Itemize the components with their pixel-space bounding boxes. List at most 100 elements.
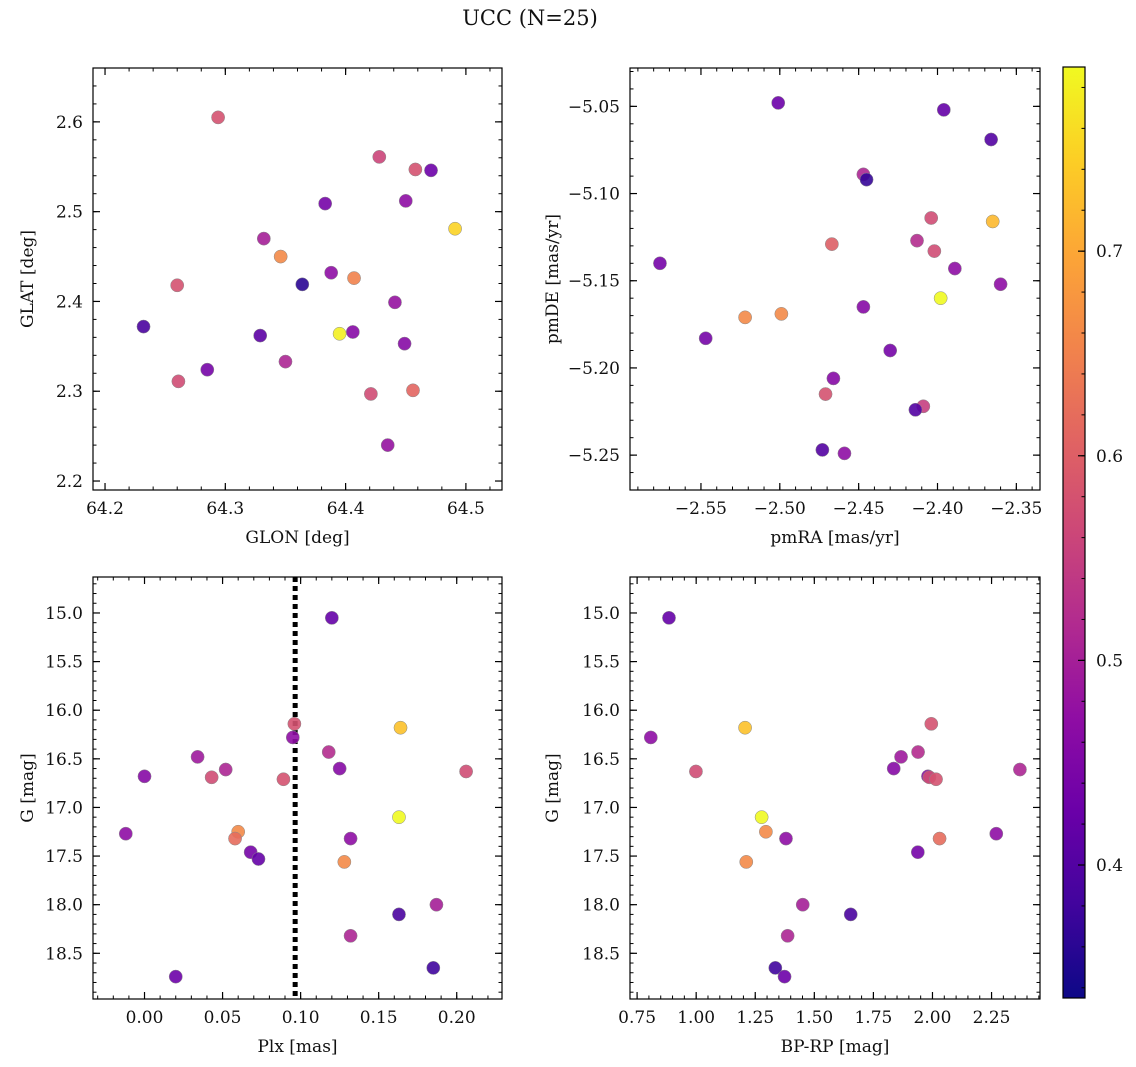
scatter-point — [171, 374, 186, 389]
scatter-point — [910, 845, 925, 860]
y-tick-label: −5.25 — [568, 446, 620, 466]
scatter-point — [779, 831, 793, 846]
y-tick-label: 2.6 — [56, 113, 83, 133]
x-axis-label: Plx [mas] — [257, 1037, 337, 1057]
scatter-points — [653, 96, 1008, 461]
y-tick-label: 2.2 — [56, 472, 83, 492]
scatter-point — [278, 354, 293, 369]
scatter-point — [826, 371, 841, 386]
scatter-point — [276, 772, 291, 787]
y-tick-label: 2.3 — [56, 382, 83, 402]
scatter-point — [408, 162, 423, 177]
y-tick-label: 17.5 — [582, 847, 620, 867]
scatter-point — [824, 237, 839, 251]
scatter-point — [388, 295, 402, 310]
x-tick-label: 0.20 — [438, 1008, 476, 1028]
scatter-panel-glon-glat: 64.2 64.3 64.4 64.5 2.2 2.3 2.4 2.5 2.6 GLON [deg… — [18, 67, 503, 548]
x-tick-label: 64.2 — [86, 499, 124, 519]
scatter-point — [372, 150, 387, 164]
scatter-point — [218, 762, 233, 777]
scatter-point — [932, 831, 947, 846]
scatter-point — [936, 103, 951, 117]
scatter-point — [324, 265, 339, 280]
colorbar-tick-label: 0.5 — [1096, 651, 1123, 671]
scatter-point — [929, 772, 943, 787]
axis-ticks: 0.75 1.00 1.25 1.50 1.75 2.00 2.25 15.0 15.5 16.0… — [582, 577, 1040, 1028]
x-tick-label: 0.10 — [282, 1008, 320, 1028]
x-tick-label: −2.50 — [754, 499, 806, 519]
scatter-point — [170, 278, 185, 293]
x-tick-label: 0.75 — [618, 1008, 656, 1028]
scatter-point — [459, 764, 473, 779]
scatter-point — [211, 110, 225, 125]
scatter-point — [118, 826, 133, 841]
x-axis-label: GLON [deg] — [245, 528, 349, 548]
scatter-point — [1013, 762, 1027, 777]
scatter-point — [643, 730, 658, 745]
y-tick-label: 15.5 — [45, 653, 83, 673]
scatter-point — [332, 326, 347, 341]
scatter-point — [777, 969, 792, 984]
scatter-point — [993, 277, 1008, 292]
y-tick-label: 16.0 — [582, 701, 620, 721]
scatter-point — [406, 383, 420, 398]
y-tick-label: −5.15 — [568, 272, 620, 292]
plot-frame — [629, 67, 1041, 491]
scatter-point — [429, 897, 444, 912]
scatter-point — [754, 810, 769, 825]
scatter-point — [200, 362, 215, 377]
scatter-point — [910, 233, 924, 248]
scatter-point — [856, 300, 871, 314]
scatter-panel-pmra-pmde: −2.55 −2.50 −2.45 −2.40 −2.35 −5.25 −5.20 −5.15… — [543, 67, 1042, 548]
x-tick-label: −2.35 — [990, 499, 1042, 519]
scatter-point — [343, 928, 358, 943]
scatter-point — [332, 761, 347, 776]
scatter-point — [337, 855, 352, 869]
colorbar-tick-label: 0.4 — [1096, 856, 1123, 876]
y-tick-label: 17.0 — [45, 798, 83, 818]
y-tick-label: 2.4 — [56, 292, 83, 312]
scatter-point — [398, 194, 413, 208]
scatter-point — [251, 852, 266, 866]
x-tick-label: 1.50 — [795, 1008, 833, 1028]
x-axis-label: pmRA [mas/yr] — [770, 528, 899, 548]
axis-ticks: −2.55 −2.50 −2.45 −2.40 −2.35 −5.25 −5.20 −5.15… — [568, 68, 1042, 519]
x-tick-label: −2.40 — [911, 499, 963, 519]
scatter-point — [771, 96, 786, 110]
scatter-point — [426, 961, 441, 975]
scatter-point — [424, 163, 438, 178]
scatter-point — [137, 769, 152, 784]
y-tick-label: 16.0 — [45, 701, 83, 721]
y-axis-label: G [mag] — [543, 753, 563, 822]
scatter-point — [318, 196, 333, 211]
scatter-point — [759, 824, 773, 839]
scatter-point — [285, 730, 300, 745]
scatter-point — [698, 331, 713, 346]
x-tick-label: 1.25 — [736, 1008, 774, 1028]
y-tick-label: 17.0 — [582, 798, 620, 818]
x-tick-label: 2.00 — [914, 1008, 952, 1028]
scatter-point — [168, 969, 183, 984]
scatter-point — [321, 745, 336, 759]
y-tick-label: 2.5 — [56, 203, 83, 223]
colorbar-tick-label: 0.6 — [1096, 447, 1123, 467]
x-tick-label: 64.4 — [327, 499, 365, 519]
y-tick-label: 18.5 — [45, 944, 83, 964]
plot-frame — [629, 576, 1041, 1000]
scatter-point — [947, 261, 962, 276]
x-tick-label: 0.00 — [126, 1008, 164, 1028]
scatter-point — [985, 214, 1000, 229]
scatter-point — [911, 745, 925, 759]
x-tick-label: 1.75 — [854, 1008, 892, 1028]
x-tick-label: 1.00 — [677, 1008, 715, 1028]
scatter-point — [392, 810, 406, 825]
scatter-point — [295, 277, 310, 292]
y-axis-label: GLAT [deg] — [18, 230, 38, 328]
scatter-point — [837, 446, 852, 461]
scatter-point — [397, 336, 412, 351]
scatter-point — [768, 961, 783, 975]
plot-frame — [92, 67, 503, 491]
x-tick-label: 0.15 — [360, 1008, 398, 1028]
y-tick-label: 16.5 — [582, 750, 620, 770]
scatter-point — [738, 720, 752, 735]
